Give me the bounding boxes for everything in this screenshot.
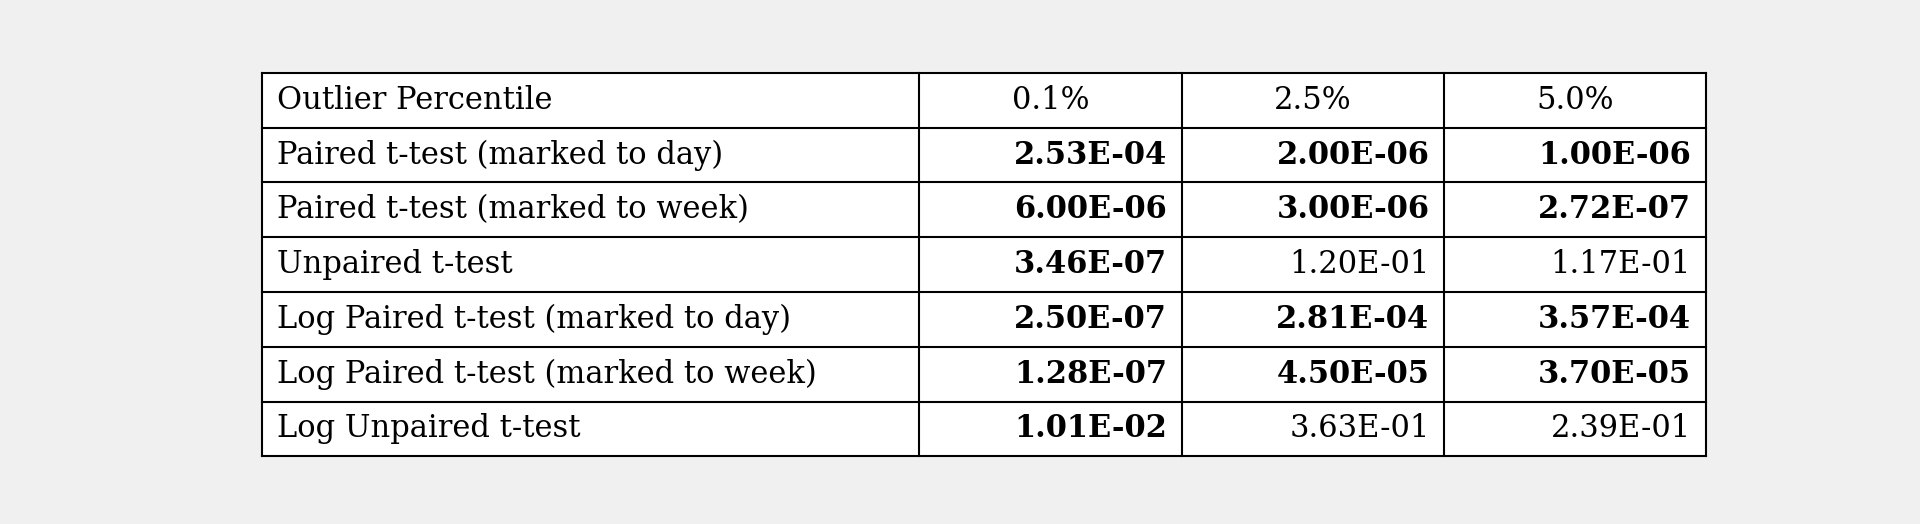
Text: Log Unpaired t-test: Log Unpaired t-test [276, 413, 580, 444]
Text: 2.50E-07: 2.50E-07 [1014, 304, 1167, 335]
Text: Paired t-test (marked to week): Paired t-test (marked to week) [276, 194, 749, 225]
Text: 1.00E-06: 1.00E-06 [1538, 139, 1692, 171]
Text: 3.46E-07: 3.46E-07 [1014, 249, 1167, 280]
Text: 2.53E-04: 2.53E-04 [1014, 139, 1167, 171]
Text: Outlier Percentile: Outlier Percentile [276, 85, 553, 116]
Text: Paired t-test (marked to day): Paired t-test (marked to day) [276, 139, 724, 171]
Text: 0.1%: 0.1% [1012, 85, 1089, 116]
Text: 1.28E-07: 1.28E-07 [1014, 358, 1167, 390]
Text: 5.0%: 5.0% [1536, 85, 1615, 116]
Text: 6.00E-06: 6.00E-06 [1014, 194, 1167, 225]
Text: 1.17E-01: 1.17E-01 [1551, 249, 1692, 280]
Text: 2.5%: 2.5% [1275, 85, 1352, 116]
Text: Unpaired t-test: Unpaired t-test [276, 249, 513, 280]
Text: 3.70E-05: 3.70E-05 [1538, 358, 1692, 390]
Text: Log Paired t-test (marked to week): Log Paired t-test (marked to week) [276, 358, 816, 390]
Text: 3.00E-06: 3.00E-06 [1277, 194, 1430, 225]
Text: 3.57E-04: 3.57E-04 [1538, 304, 1692, 335]
Text: 1.20E-01: 1.20E-01 [1288, 249, 1430, 280]
Text: 2.39E-01: 2.39E-01 [1551, 413, 1692, 444]
Text: Log Paired t-test (marked to day): Log Paired t-test (marked to day) [276, 304, 791, 335]
Text: 2.81E-04: 2.81E-04 [1277, 304, 1430, 335]
Text: 2.72E-07: 2.72E-07 [1538, 194, 1692, 225]
Text: 1.01E-02: 1.01E-02 [1014, 413, 1167, 444]
Text: 2.00E-06: 2.00E-06 [1277, 139, 1430, 171]
Text: 3.63E-01: 3.63E-01 [1288, 413, 1430, 444]
Text: 4.50E-05: 4.50E-05 [1277, 358, 1430, 390]
